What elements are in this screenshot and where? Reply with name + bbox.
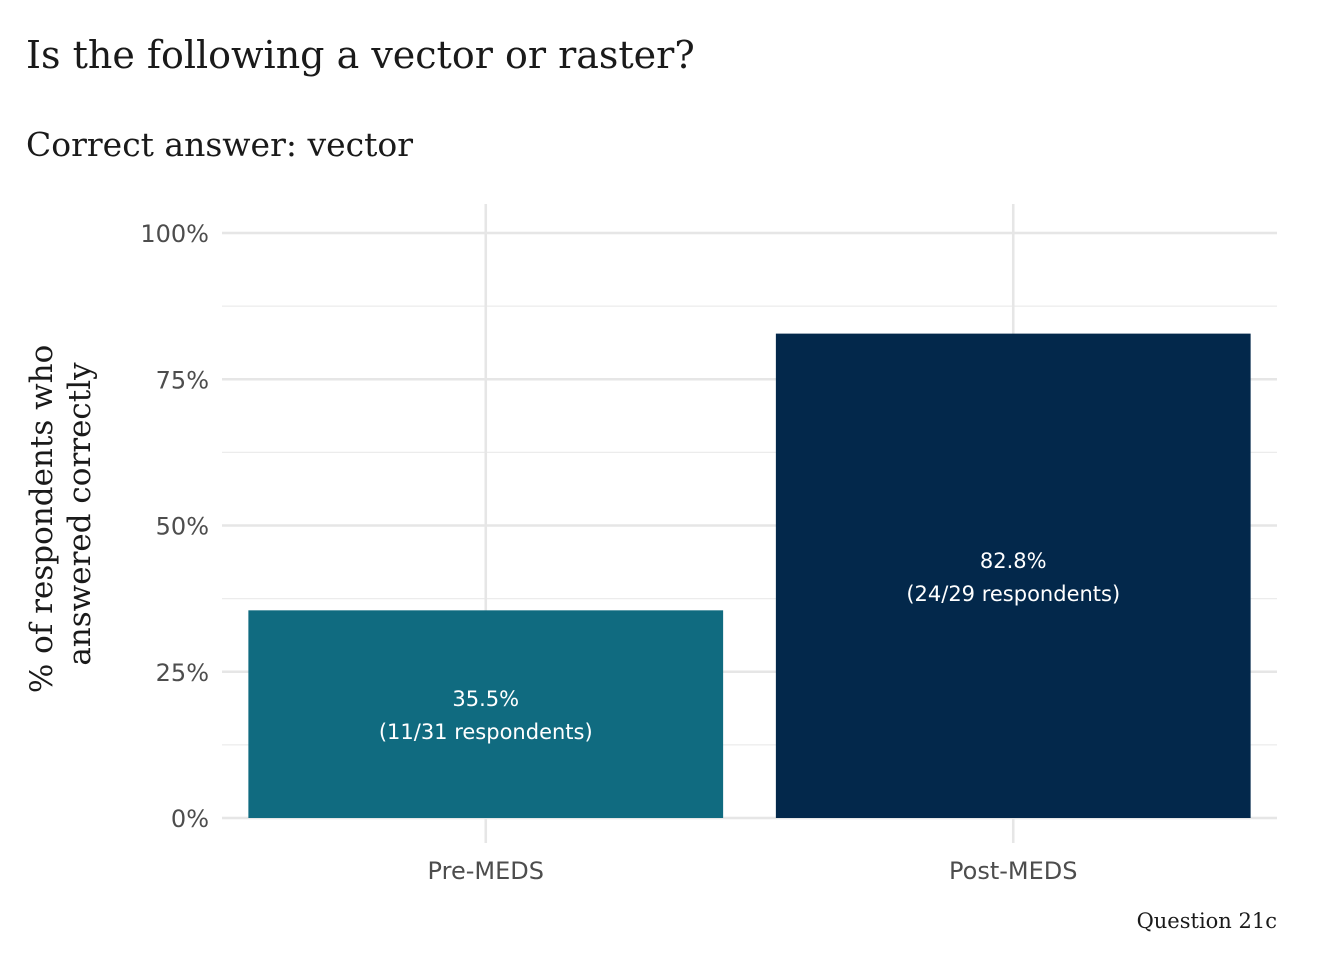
- y-tick-label: 100%: [140, 220, 209, 248]
- y-axis-label: % of respondents who answered correctly: [24, 335, 98, 693]
- y-tick-label: 0%: [171, 805, 209, 833]
- y-tick-label: 75%: [156, 366, 209, 394]
- x-tick-label: Post-MEDS: [949, 857, 1077, 885]
- y-tick-label: 50%: [156, 513, 209, 541]
- bar-post-meds: [775, 333, 1251, 818]
- bar-data-label: 35.5% (11/31 respondents): [379, 687, 593, 744]
- bar-count-label: (24/29 respondents): [906, 582, 1120, 606]
- bar-data-label: 82.8% (24/29 respondents): [906, 549, 1120, 606]
- chart-subtitle: Correct answer: vector: [26, 125, 413, 164]
- chart-title: Is the following a vector or raster?: [26, 33, 695, 77]
- y-tick-label: 25%: [156, 659, 209, 687]
- bar-pre-meds: [248, 610, 724, 818]
- bar-value-label: 82.8%: [980, 549, 1047, 573]
- bar-count-label: (11/31 respondents): [379, 720, 593, 744]
- bar-data-labels: 35.5% (11/31 respondents) 82.8% (24/29 resp…: [379, 549, 1120, 744]
- x-tick-label: Pre-MEDS: [428, 857, 544, 885]
- y-axis-label-line-1: % of respondents who: [24, 345, 60, 693]
- bar-value-label: 35.5%: [452, 687, 519, 711]
- x-axis-ticks: Pre-MEDS Post-MEDS: [428, 857, 1078, 885]
- y-axis-ticks: 0% 25% 50% 75% 100%: [140, 220, 209, 833]
- chart-caption: Question 21c: [1137, 909, 1277, 933]
- bars: [248, 333, 1251, 818]
- y-axis-label-line-2: answered correctly: [62, 362, 98, 666]
